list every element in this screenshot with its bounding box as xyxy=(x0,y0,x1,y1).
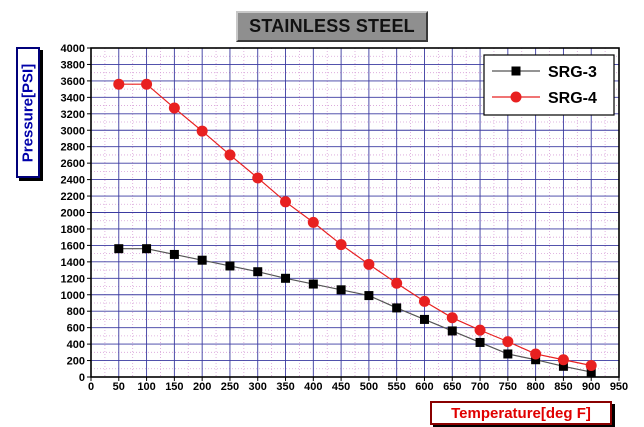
data-point-srg-4 xyxy=(196,125,208,137)
series-line-srg-3 xyxy=(118,248,592,373)
legend-marker-srg-4 xyxy=(510,91,522,103)
data-point-srg-4 xyxy=(557,354,569,366)
y-tick-label: 400 xyxy=(67,339,85,351)
data-point-srg-4 xyxy=(585,359,597,371)
x-axis-label: Temperature[deg F] xyxy=(451,404,591,422)
data-point-srg-4 xyxy=(530,348,542,360)
data-point-srg-4 xyxy=(307,216,319,228)
y-tick-label: 0 xyxy=(79,372,85,384)
x-tick-label: 550 xyxy=(388,381,406,393)
x-tick-label: 650 xyxy=(443,381,461,393)
data-point-srg-4 xyxy=(224,149,236,161)
data-point-srg-3 xyxy=(114,244,124,254)
x-tick-label: 50 xyxy=(113,381,125,393)
x-tick-label: 950 xyxy=(610,381,628,393)
y-tick-label: 3800 xyxy=(61,59,85,71)
data-point-srg-3 xyxy=(586,367,596,377)
x-tick-label: 400 xyxy=(304,381,322,393)
data-point-srg-3 xyxy=(253,267,263,277)
data-point-srg-3 xyxy=(475,337,485,347)
x-tick-label: 850 xyxy=(554,381,572,393)
data-point-srg-3 xyxy=(447,326,457,336)
legend-box xyxy=(483,54,615,116)
data-point-srg-4 xyxy=(252,172,264,184)
data-point-srg-3 xyxy=(392,303,402,313)
y-tick-label: 1600 xyxy=(61,240,85,252)
data-point-srg-3 xyxy=(308,279,318,289)
legend-label-srg-3: SRG-3 xyxy=(548,64,597,81)
y-tick-label: 3400 xyxy=(61,92,85,104)
y-tick-label: 3000 xyxy=(61,125,85,137)
y-tick-label: 2800 xyxy=(61,142,85,154)
y-tick-label: 800 xyxy=(67,306,85,318)
data-point-srg-3 xyxy=(197,255,207,265)
x-tick-label: 700 xyxy=(471,381,489,393)
data-point-srg-4 xyxy=(391,277,403,289)
major-grid xyxy=(91,48,619,377)
data-point-srg-4 xyxy=(474,324,486,336)
x-tick-label: 0 xyxy=(88,381,94,393)
data-point-srg-4 xyxy=(446,312,458,324)
y-tick-label: 1800 xyxy=(61,224,85,236)
y-tick-label: 4000 xyxy=(61,43,85,55)
y-axis-label-box: Pressure[PSI] xyxy=(16,47,40,178)
data-point-srg-4 xyxy=(113,78,125,90)
y-tick-label: 3200 xyxy=(61,109,85,121)
data-point-srg-3 xyxy=(281,273,291,283)
chart-title-box: STAINLESS STEEL xyxy=(236,11,428,42)
data-point-srg-4 xyxy=(141,78,153,90)
y-tick-label: 1400 xyxy=(61,257,85,269)
data-point-srg-3 xyxy=(225,261,235,271)
x-tick-label: 600 xyxy=(415,381,433,393)
data-point-srg-4 xyxy=(502,336,514,348)
data-point-srg-3 xyxy=(169,249,179,259)
data-point-srg-3 xyxy=(558,361,568,371)
x-tick-label: 100 xyxy=(137,381,155,393)
data-point-srg-3 xyxy=(503,349,513,359)
y-tick-label: 1200 xyxy=(61,273,85,285)
x-tick-label: 800 xyxy=(526,381,544,393)
x-tick-label: 250 xyxy=(221,381,239,393)
data-point-srg-4 xyxy=(363,258,375,270)
data-point-srg-3 xyxy=(142,244,152,254)
legend-label-srg-4: SRG-4 xyxy=(548,90,597,107)
x-tick-label: 350 xyxy=(276,381,294,393)
y-tick-label: 2200 xyxy=(61,191,85,203)
data-point-srg-4 xyxy=(418,295,430,307)
data-point-srg-3 xyxy=(336,285,346,295)
x-tick-label: 450 xyxy=(332,381,350,393)
x-tick-label: 900 xyxy=(582,381,600,393)
chart-title: STAINLESS STEEL xyxy=(249,16,415,36)
x-tick-label: 750 xyxy=(499,381,517,393)
legend: SRG-3 SRG-4 xyxy=(483,54,615,116)
y-tick-label: 600 xyxy=(67,323,85,335)
data-point-srg-4 xyxy=(335,239,347,251)
x-axis-label-box: Temperature[deg F] xyxy=(430,401,612,425)
y-tick-label: 200 xyxy=(67,356,85,368)
x-tick-label: 300 xyxy=(249,381,267,393)
data-point-srg-3 xyxy=(364,291,374,301)
data-point-srg-4 xyxy=(280,196,292,208)
y-tick-label: 2600 xyxy=(61,158,85,170)
data-point-srg-3 xyxy=(531,355,541,365)
data-point-srg-3 xyxy=(419,314,429,324)
y-tick-label: 2000 xyxy=(61,208,85,220)
x-tick-label: 150 xyxy=(165,381,183,393)
y-tick-label: 2400 xyxy=(61,175,85,187)
x-tick-label: 200 xyxy=(193,381,211,393)
data-point-srg-4 xyxy=(168,102,180,114)
y-tick-label: 3600 xyxy=(61,76,85,88)
y-tick-label: 1000 xyxy=(61,290,85,302)
legend-marker-srg-3 xyxy=(511,66,521,76)
x-tick-label: 500 xyxy=(360,381,378,393)
